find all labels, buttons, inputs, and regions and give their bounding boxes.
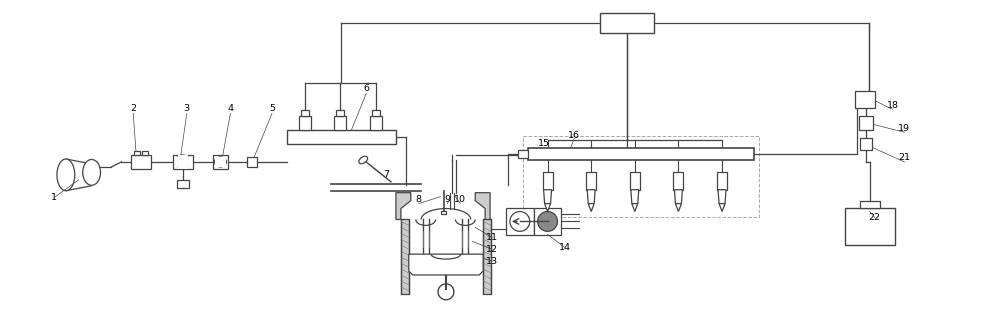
Text: 5: 5	[269, 104, 275, 113]
Text: 8: 8	[416, 195, 422, 204]
Polygon shape	[632, 204, 638, 211]
Ellipse shape	[83, 160, 101, 185]
Bar	[600, 13, 654, 33]
Bar	[134, 151, 140, 155]
Text: 21: 21	[898, 154, 910, 162]
Ellipse shape	[215, 157, 226, 167]
Text: 10: 10	[454, 195, 466, 204]
Text: 6: 6	[363, 84, 369, 93]
Text: 13: 13	[486, 257, 498, 265]
Bar	[673, 172, 683, 190]
Bar	[859, 116, 873, 130]
Bar	[845, 208, 895, 245]
Text: ECU: ECU	[615, 18, 638, 28]
Text: 3: 3	[184, 104, 190, 113]
Ellipse shape	[510, 211, 530, 231]
Bar	[523, 136, 759, 217]
Bar	[372, 110, 380, 116]
Text: 12: 12	[486, 245, 498, 254]
Bar	[518, 150, 528, 158]
Bar	[213, 155, 228, 169]
Bar	[528, 148, 754, 160]
Polygon shape	[631, 190, 639, 204]
Bar	[630, 172, 640, 190]
Polygon shape	[587, 190, 595, 204]
Bar	[534, 208, 561, 235]
Polygon shape	[588, 204, 594, 211]
Ellipse shape	[359, 156, 368, 164]
Polygon shape	[544, 190, 552, 204]
Bar	[370, 116, 382, 130]
Ellipse shape	[176, 155, 190, 169]
Bar	[483, 219, 491, 294]
Bar	[717, 172, 727, 190]
Bar	[299, 116, 311, 130]
Polygon shape	[674, 190, 682, 204]
Text: 9: 9	[444, 195, 450, 204]
Bar	[855, 91, 875, 108]
Text: 15: 15	[538, 139, 550, 148]
Text: 22: 22	[869, 213, 881, 222]
Text: 11: 11	[486, 233, 498, 242]
Bar	[441, 210, 446, 215]
Bar	[177, 180, 189, 188]
Polygon shape	[396, 193, 411, 219]
Text: 19: 19	[898, 124, 910, 133]
Polygon shape	[545, 204, 551, 211]
Bar	[860, 138, 872, 150]
Polygon shape	[66, 159, 92, 191]
Bar	[215, 157, 226, 167]
Text: 18: 18	[887, 101, 899, 110]
Text: 14: 14	[558, 243, 570, 252]
Bar	[586, 172, 596, 190]
Bar	[336, 110, 344, 116]
Bar	[247, 157, 257, 167]
Bar	[178, 155, 188, 169]
Ellipse shape	[57, 159, 75, 191]
Text: 2: 2	[130, 104, 136, 113]
Text: 1: 1	[51, 193, 57, 202]
Text: 16: 16	[568, 131, 580, 140]
Polygon shape	[718, 190, 726, 204]
Bar	[131, 155, 151, 169]
Bar	[175, 157, 191, 167]
Bar	[142, 151, 148, 155]
Bar	[860, 201, 880, 208]
Bar	[287, 130, 396, 144]
Bar	[506, 208, 534, 235]
Ellipse shape	[538, 211, 557, 231]
Bar	[401, 219, 409, 294]
Text: 7: 7	[383, 170, 389, 179]
Polygon shape	[719, 204, 725, 211]
Text: 4: 4	[227, 104, 233, 113]
Polygon shape	[475, 193, 490, 219]
Polygon shape	[675, 204, 681, 211]
Text: ECU: ECU	[615, 18, 638, 28]
Bar	[173, 155, 193, 169]
Polygon shape	[409, 254, 483, 275]
Bar	[543, 172, 553, 190]
Bar	[301, 110, 309, 116]
Bar	[334, 116, 346, 130]
